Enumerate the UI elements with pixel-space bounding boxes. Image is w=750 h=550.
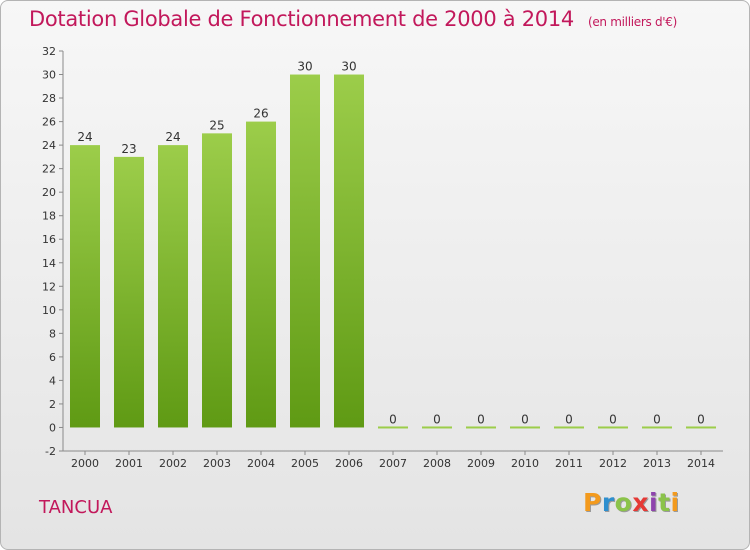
y-tick-label: 30 [42, 69, 56, 82]
y-tick-label: 16 [42, 233, 56, 246]
bar-2003 [202, 133, 232, 428]
bar-2005 [290, 74, 320, 428]
bar-2004 [246, 121, 276, 428]
value-label-2006: 30 [341, 60, 356, 74]
y-tick-label: 2 [49, 398, 56, 411]
x-tick-label-2005: 2005 [291, 457, 319, 470]
x-tick-label-2013: 2013 [643, 457, 671, 470]
y-tick-label: 28 [42, 92, 56, 105]
chart-title-text: Dotation Globale de Fonctionnement de 20… [29, 7, 574, 31]
bar-2000 [70, 145, 100, 428]
chart-title: Dotation Globale de Fonctionnement de 20… [29, 7, 677, 31]
logo-letter: P [583, 488, 602, 517]
y-tick-label: 22 [42, 163, 56, 176]
bar-2001 [114, 156, 144, 428]
y-tick-label: 12 [42, 280, 56, 293]
logo-letter: i [649, 488, 659, 517]
value-label-2003: 25 [209, 118, 224, 132]
proxiti-logo: Proxiti [583, 488, 680, 517]
y-tick-label: 8 [49, 327, 56, 340]
logo-letter: x [632, 488, 649, 517]
town-name: TANCUA [39, 497, 113, 518]
bar-2014 [686, 426, 716, 429]
bar-2002 [158, 145, 188, 428]
logo-letter: r [601, 488, 615, 517]
bar-2007 [378, 426, 408, 429]
value-label-2004: 26 [253, 107, 268, 121]
x-tick-label-2006: 2006 [335, 457, 363, 470]
x-tick-label-2009: 2009 [467, 457, 495, 470]
y-tick-label: 20 [42, 186, 56, 199]
value-label-2009: 0 [477, 412, 485, 426]
logo-letter: t [658, 488, 671, 517]
y-tick-label: 10 [42, 304, 56, 317]
y-tick-label: 6 [49, 351, 56, 364]
x-tick-label-2010: 2010 [511, 457, 539, 470]
value-label-2008: 0 [433, 412, 441, 426]
x-tick-label-2000: 2000 [71, 457, 99, 470]
y-tick-label: 4 [49, 374, 56, 387]
y-tick-label: 24 [42, 139, 56, 152]
logo-letter: o [614, 488, 633, 517]
y-tick-label: 26 [42, 116, 56, 129]
x-tick-label-2007: 2007 [379, 457, 407, 470]
bar-2013 [642, 426, 672, 429]
value-label-2005: 30 [297, 60, 312, 74]
x-tick-label-2003: 2003 [203, 457, 231, 470]
value-label-2007: 0 [389, 412, 397, 426]
value-label-2011: 0 [565, 412, 573, 426]
value-label-2001: 23 [121, 142, 136, 156]
value-label-2010: 0 [521, 412, 529, 426]
x-tick-label-2008: 2008 [423, 457, 451, 470]
bar-2011 [554, 426, 584, 429]
y-tick-label: 0 [49, 421, 56, 434]
logo-letter: i [670, 488, 680, 517]
y-tick-label: 14 [42, 257, 56, 270]
x-tick-label-2004: 2004 [247, 457, 275, 470]
chart-unit: (en milliers d'€) [587, 15, 677, 29]
value-label-2000: 24 [77, 130, 92, 144]
bar-2012 [598, 426, 628, 429]
x-tick-label-2002: 2002 [159, 457, 187, 470]
x-tick-label-2012: 2012 [599, 457, 627, 470]
x-tick-label-2001: 2001 [115, 457, 143, 470]
bar-2006 [334, 74, 364, 428]
bar-2010 [510, 426, 540, 429]
bar-2009 [466, 426, 496, 429]
x-tick-label-2011: 2011 [555, 457, 583, 470]
y-tick-label: 18 [42, 210, 56, 223]
value-label-2013: 0 [653, 412, 661, 426]
x-tick-label-2014: 2014 [687, 457, 715, 470]
y-tick-label: 32 [42, 45, 56, 58]
y-tick-label: -2 [45, 445, 56, 458]
value-label-2002: 24 [165, 130, 180, 144]
value-label-2012: 0 [609, 412, 617, 426]
value-label-2014: 0 [697, 412, 705, 426]
bar-2008 [422, 426, 452, 429]
